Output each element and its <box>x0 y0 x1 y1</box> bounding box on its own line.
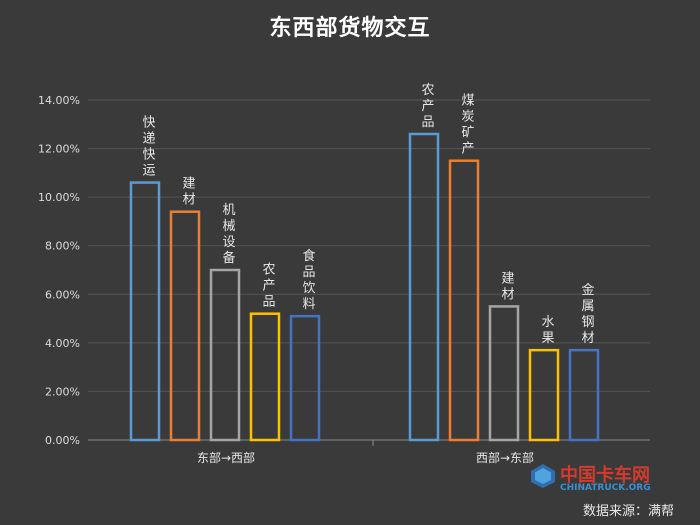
watermark-en: CHINATRUCK.ORG <box>560 483 651 493</box>
truck-logo-icon <box>531 464 555 488</box>
bar-1-1 <box>448 159 480 442</box>
y-tick-label: 4.00% <box>45 337 80 350</box>
bar-1-4 <box>568 348 600 442</box>
watermark-logo: 中国卡车网 CHINATRUCK.ORG <box>530 461 690 501</box>
data-label: 水果 <box>541 315 554 346</box>
data-label: 快递快运 <box>142 116 155 179</box>
data-label: 食品饮料 <box>302 248 315 312</box>
data-label: 建材 <box>182 177 195 208</box>
bar-0-2 <box>209 268 241 442</box>
y-tick-label: 14.00% <box>38 94 80 107</box>
y-tick-label: 6.00% <box>45 288 80 301</box>
x-category-label: 西部→东部 <box>476 450 534 465</box>
bar-1-3 <box>528 348 560 442</box>
bar-0-4 <box>289 314 321 442</box>
watermark-cn: 中国卡车网 <box>560 465 650 486</box>
source-note: 数据来源：满帮 <box>582 504 674 519</box>
bar-1-0 <box>408 132 440 442</box>
data-label: 机械设备 <box>222 203 235 266</box>
bar-0-0 <box>129 181 161 442</box>
x-category-label: 东部→西部 <box>197 450 255 465</box>
data-label: 农产品 <box>421 83 434 130</box>
bar-1-2 <box>488 305 520 442</box>
bar-0-3 <box>249 312 281 442</box>
chart-title: 东西部货物交互 <box>269 16 431 41</box>
data-label: 建材 <box>501 271 514 302</box>
data-label: 煤炭矿产 <box>461 94 474 157</box>
y-tick-label: 10.00% <box>38 191 80 204</box>
y-tick-label: 12.00% <box>38 143 80 156</box>
data-label: 农产品 <box>262 263 275 310</box>
y-tick-label: 8.00% <box>45 240 80 253</box>
y-tick-label: 0.00% <box>45 434 80 447</box>
data-label: 金属钢材 <box>581 282 594 346</box>
y-tick-label: 2.00% <box>45 385 80 398</box>
bar-0-1 <box>169 210 201 442</box>
